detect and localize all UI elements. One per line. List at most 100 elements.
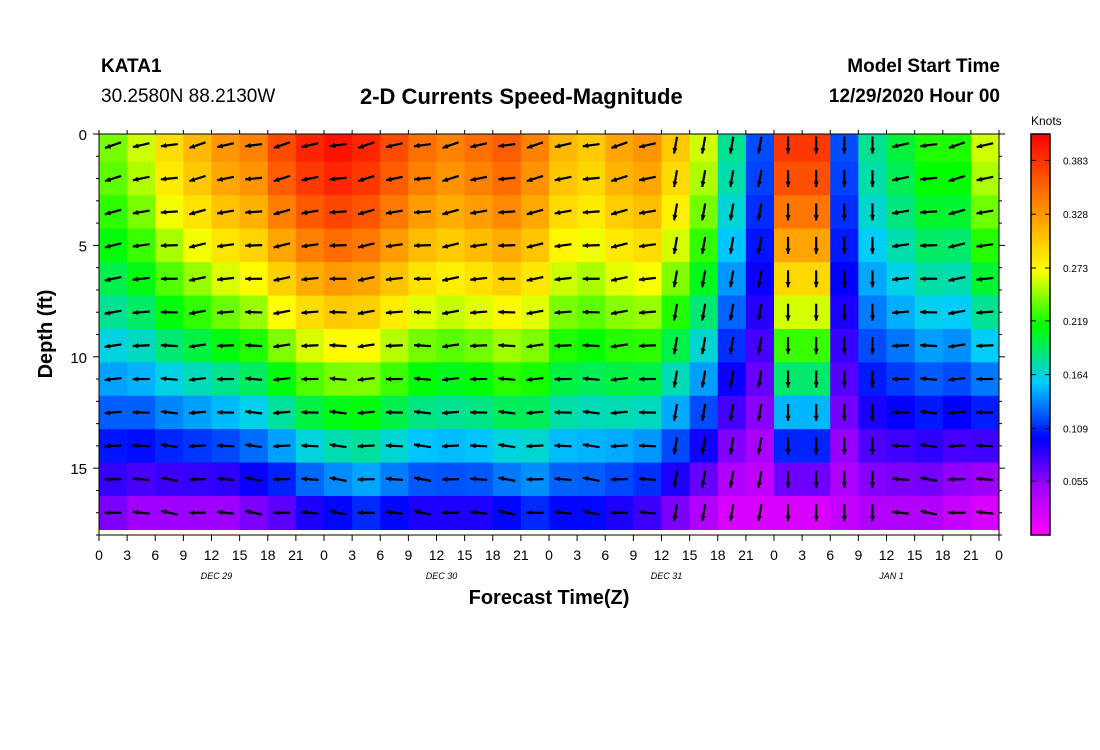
current-vector xyxy=(245,376,263,382)
current-vector xyxy=(498,142,516,149)
current-vector xyxy=(160,309,178,315)
current-vector xyxy=(160,409,178,415)
heatmap-cell xyxy=(633,134,663,163)
colorbar-gradient xyxy=(1030,133,1051,536)
current-vector xyxy=(442,174,459,183)
current-vector xyxy=(700,270,707,288)
current-vector xyxy=(385,409,403,416)
current-vector xyxy=(188,376,207,383)
current-vector xyxy=(700,403,707,422)
current-vector xyxy=(638,343,656,349)
current-vector xyxy=(160,509,178,516)
current-vector xyxy=(245,209,263,215)
current-vector xyxy=(357,476,375,482)
current-vector xyxy=(526,174,544,183)
x-tick-label: 3 xyxy=(123,547,131,563)
current-vector xyxy=(470,343,488,349)
x-tick-label: 9 xyxy=(404,547,412,563)
current-vector xyxy=(104,242,122,249)
current-vector xyxy=(869,303,876,321)
heatmap-cell xyxy=(577,134,606,163)
current-vector xyxy=(610,510,628,516)
current-vector xyxy=(413,409,432,415)
current-vector xyxy=(104,343,122,349)
current-vector xyxy=(948,376,966,383)
current-vector xyxy=(813,303,819,321)
current-vector xyxy=(245,409,263,415)
current-vector xyxy=(869,370,876,388)
current-vector xyxy=(188,309,206,316)
current-vector xyxy=(273,242,291,249)
current-vector xyxy=(672,203,679,221)
current-vector xyxy=(301,209,319,216)
current-vector xyxy=(385,509,403,515)
current-vector xyxy=(132,343,150,349)
current-vector xyxy=(470,409,488,416)
current-vector xyxy=(526,275,544,283)
current-vector xyxy=(948,510,966,516)
current-vector xyxy=(104,376,122,383)
colorbar-tick-label: 0.055 xyxy=(1063,477,1088,488)
current-vector xyxy=(610,141,628,149)
current-vector xyxy=(329,376,347,382)
current-vector xyxy=(554,476,572,482)
current-vector xyxy=(728,470,735,488)
current-vector xyxy=(132,376,150,382)
current-vector xyxy=(442,510,460,516)
current-vector xyxy=(132,209,150,216)
current-vector xyxy=(329,309,347,315)
current-vector xyxy=(841,170,847,188)
current-vector xyxy=(329,342,347,349)
model-start-label: Model Start Time xyxy=(847,56,1000,77)
current-vector xyxy=(638,276,657,282)
current-vector xyxy=(329,509,347,516)
current-vector xyxy=(892,409,910,416)
current-vector xyxy=(920,309,938,315)
x-tick-label: 3 xyxy=(573,547,581,563)
heatmap-cell xyxy=(352,134,381,163)
colorbar-tick-label: 0.109 xyxy=(1063,424,1088,435)
current-vector xyxy=(301,142,319,149)
current-vector xyxy=(785,136,791,154)
current-vector xyxy=(892,309,910,316)
x-tick-label: 12 xyxy=(879,547,895,563)
current-vector xyxy=(498,409,516,415)
current-vector xyxy=(869,504,876,522)
current-vector xyxy=(357,343,375,349)
current-vector xyxy=(245,442,263,449)
current-vector xyxy=(385,243,403,249)
current-vector xyxy=(813,170,819,188)
current-vector xyxy=(216,276,235,282)
current-vector xyxy=(216,243,235,249)
current-vector xyxy=(756,203,763,221)
current-vector xyxy=(582,376,600,382)
current-vector xyxy=(869,470,876,488)
current-vector xyxy=(385,175,403,182)
current-vector xyxy=(132,509,150,515)
x-tick-label: 6 xyxy=(151,547,159,563)
current-vector xyxy=(160,209,178,215)
current-vector xyxy=(217,343,235,349)
current-vector xyxy=(728,370,735,388)
current-vector xyxy=(301,243,319,249)
heatmap-cell xyxy=(380,134,409,163)
current-vector xyxy=(785,303,791,321)
current-vector xyxy=(891,209,910,216)
heatmap-cell xyxy=(127,134,156,163)
current-vector xyxy=(104,174,122,183)
current-vector xyxy=(442,208,460,216)
current-vector xyxy=(104,141,122,149)
current-vector xyxy=(813,203,819,221)
current-vector xyxy=(329,276,347,282)
heatmap-cell xyxy=(408,134,438,163)
current-vector xyxy=(273,476,291,482)
colorbar-tick-label: 0.273 xyxy=(1063,264,1088,275)
current-vector xyxy=(160,342,178,349)
current-vector xyxy=(610,410,628,416)
current-vector xyxy=(976,209,994,216)
current-vector xyxy=(638,309,656,316)
heatmap-cell xyxy=(267,134,297,163)
current-vector xyxy=(554,409,572,416)
current-vector xyxy=(672,437,679,455)
current-vector xyxy=(582,476,600,482)
